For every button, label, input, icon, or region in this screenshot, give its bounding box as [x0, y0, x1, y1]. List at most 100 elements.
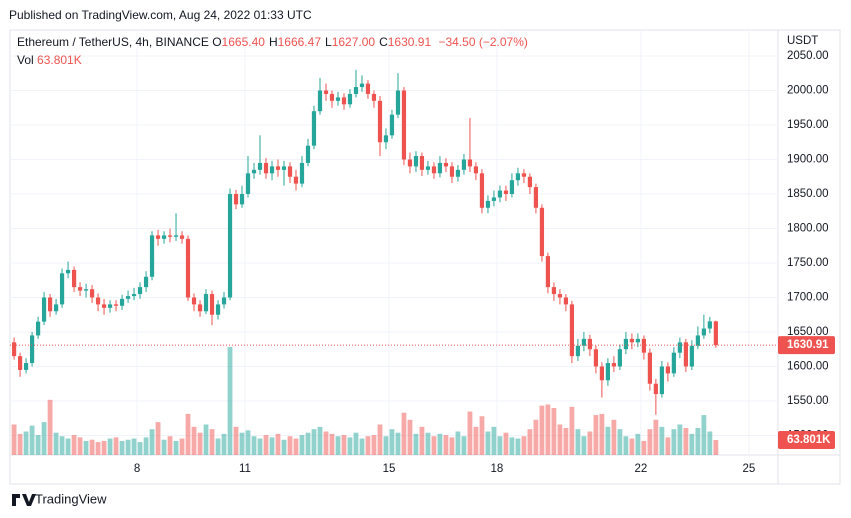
volume-bar [269, 437, 275, 455]
candle-body [383, 135, 389, 143]
candle-body [41, 297, 47, 322]
candle-body [161, 235, 167, 239]
y-tick-label: 1800.00 [787, 223, 829, 235]
candle-body [581, 338, 586, 346]
ohlc-key: L [325, 35, 332, 49]
candle-body [155, 235, 161, 239]
candle-body [683, 342, 688, 367]
candle-body [533, 187, 539, 208]
candle-body [545, 256, 551, 288]
volume-legend: Vol 63.801K [17, 53, 82, 67]
candle-body [347, 93, 353, 105]
volume-bar [329, 433, 335, 455]
candle-body [407, 159, 413, 167]
y-tick-label: 2000.00 [787, 85, 829, 97]
volume-bar [623, 436, 629, 455]
candle-body [365, 83, 371, 94]
volume-bar [455, 431, 461, 455]
volume-bar [431, 436, 437, 455]
candle-body [287, 166, 293, 177]
candle-body [77, 287, 83, 291]
volume-bar [641, 440, 647, 455]
volume-bar [377, 424, 383, 455]
candle-body [257, 162, 263, 170]
candle-body [149, 235, 155, 277]
volume-bar [395, 432, 401, 455]
volume-bar [245, 430, 251, 455]
candle-body [311, 111, 317, 146]
candle-body [647, 352, 653, 384]
volume-bar [251, 436, 257, 455]
vol-label: Vol [17, 53, 34, 67]
candle-body [431, 166, 437, 174]
volume-bar [125, 439, 131, 455]
candle-body [131, 294, 137, 297]
candle-body [53, 304, 59, 312]
volume-bar [581, 436, 587, 455]
volume-bar [383, 436, 389, 455]
candle-body [167, 235, 173, 237]
volume-bar [323, 431, 329, 455]
candle-body [233, 193, 239, 205]
ohlc-key: C [379, 35, 388, 49]
y-tick-label: 1900.00 [787, 154, 829, 166]
ohlc-value: 1665.40 [221, 35, 265, 49]
volume-bar [227, 347, 233, 455]
volume-bar [389, 429, 395, 455]
last-price-label: 1630.91 [787, 339, 829, 351]
volume-bar [185, 413, 191, 455]
volume-bar [119, 440, 125, 455]
volume-bar [47, 399, 53, 455]
volume-bar [587, 431, 593, 455]
candle-body [251, 169, 257, 174]
volume-bar [557, 424, 563, 455]
currency-label: USDT [787, 35, 818, 47]
candle-body [623, 338, 628, 350]
volume-bar [101, 440, 107, 455]
candle-body [479, 173, 485, 208]
x-tick-label: 22 [634, 463, 647, 475]
volume-bar [95, 442, 101, 455]
volume-bar [485, 431, 491, 455]
x-tick-label: 8 [134, 463, 140, 475]
volume-bar [137, 442, 143, 455]
ohlc: O1665.40 H1666.47 L1627.00 C1630.91 [212, 35, 435, 49]
volume-bar [461, 436, 467, 455]
candle-body [305, 145, 311, 163]
candle-body [461, 159, 467, 170]
volume-bar [299, 435, 305, 455]
symbol: Ethereum / TetherUS, 4h, BINANCE [17, 35, 209, 49]
last-volume-label: 63.801K [787, 434, 831, 446]
volume-bar [197, 432, 203, 455]
y-tick-label: 1550.00 [787, 395, 829, 407]
candle-body [689, 345, 694, 367]
candle-body [71, 269, 77, 288]
volume-bar [293, 438, 299, 455]
candles [10, 69, 778, 415]
volume-bar [575, 429, 581, 455]
last-volume-box [778, 431, 835, 450]
volume-bar [275, 433, 281, 455]
candle-body [83, 289, 89, 291]
volume-bar [41, 422, 47, 455]
volume-bar [77, 437, 83, 455]
volume-bar [215, 438, 221, 455]
candle-body [497, 190, 503, 198]
candle-body [65, 269, 71, 274]
candle-body [629, 338, 635, 343]
candle-body [47, 297, 53, 312]
candle-body [197, 304, 203, 312]
volume-bar [203, 424, 209, 455]
volume-bar [407, 419, 413, 455]
candle-body [59, 273, 65, 305]
volume-bar [497, 436, 503, 455]
volume-bar [665, 437, 671, 455]
volume-bar [491, 426, 497, 455]
y-tick-label: 2050.00 [787, 50, 829, 62]
candle-body [125, 296, 131, 299]
volume-bar [527, 429, 533, 455]
candle-body [467, 159, 473, 167]
candle-body [701, 328, 706, 336]
